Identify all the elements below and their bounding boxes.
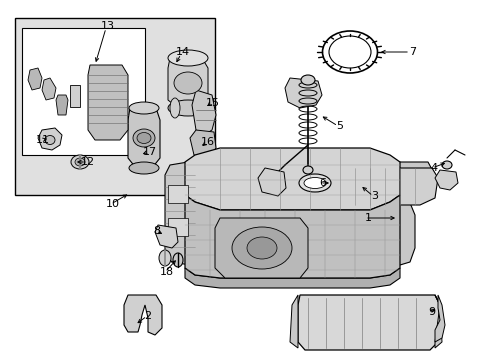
Ellipse shape — [246, 237, 276, 259]
Ellipse shape — [129, 162, 159, 174]
Ellipse shape — [75, 158, 85, 166]
Polygon shape — [184, 268, 399, 288]
Ellipse shape — [159, 250, 171, 266]
Polygon shape — [434, 295, 441, 348]
Polygon shape — [38, 128, 62, 150]
Text: 15: 15 — [205, 98, 220, 108]
Bar — [15, 18, 215, 195]
Polygon shape — [345, 168, 437, 205]
Polygon shape — [434, 295, 444, 342]
Bar — [168, 218, 187, 236]
Ellipse shape — [301, 75, 314, 85]
Text: 9: 9 — [427, 307, 435, 317]
Polygon shape — [289, 295, 297, 348]
Ellipse shape — [137, 132, 151, 144]
Text: 3: 3 — [371, 191, 378, 201]
Polygon shape — [155, 225, 178, 248]
Ellipse shape — [133, 129, 155, 147]
Polygon shape — [192, 90, 216, 135]
Ellipse shape — [168, 50, 207, 66]
Polygon shape — [56, 95, 68, 115]
Polygon shape — [434, 170, 457, 190]
Polygon shape — [168, 58, 207, 108]
Polygon shape — [297, 295, 439, 350]
Ellipse shape — [170, 98, 180, 118]
Polygon shape — [88, 65, 128, 140]
Text: 13: 13 — [101, 21, 115, 31]
Text: 8: 8 — [153, 226, 160, 236]
Ellipse shape — [303, 166, 312, 174]
Polygon shape — [164, 162, 195, 265]
Ellipse shape — [45, 135, 55, 144]
Polygon shape — [184, 195, 399, 278]
Ellipse shape — [71, 155, 89, 169]
Text: 2: 2 — [144, 311, 151, 321]
Polygon shape — [215, 218, 307, 278]
Text: 11: 11 — [36, 135, 50, 145]
Bar — [168, 185, 187, 203]
Text: 18: 18 — [160, 267, 174, 277]
Polygon shape — [394, 162, 434, 195]
Ellipse shape — [441, 161, 451, 169]
Text: 7: 7 — [408, 47, 416, 57]
Polygon shape — [190, 130, 216, 158]
Ellipse shape — [231, 227, 291, 269]
Ellipse shape — [168, 100, 207, 116]
Text: 5: 5 — [336, 121, 343, 131]
Bar — [22, 28, 145, 155]
Text: 6: 6 — [319, 178, 326, 188]
Ellipse shape — [174, 72, 202, 94]
Text: 17: 17 — [142, 147, 157, 157]
Ellipse shape — [304, 177, 325, 189]
Text: 14: 14 — [176, 47, 190, 57]
Text: 10: 10 — [106, 199, 120, 209]
Polygon shape — [258, 168, 285, 196]
Ellipse shape — [173, 253, 183, 267]
Polygon shape — [184, 148, 399, 210]
Polygon shape — [128, 108, 160, 168]
Bar — [70, 85, 80, 107]
Polygon shape — [387, 195, 414, 265]
Ellipse shape — [129, 102, 159, 114]
Polygon shape — [42, 78, 56, 100]
Text: 12: 12 — [81, 157, 95, 167]
Polygon shape — [124, 295, 162, 335]
Text: 1: 1 — [364, 213, 371, 223]
Polygon shape — [285, 78, 321, 108]
Polygon shape — [28, 68, 42, 90]
Ellipse shape — [298, 174, 330, 192]
Text: 16: 16 — [201, 137, 215, 147]
Text: 4: 4 — [429, 163, 437, 173]
